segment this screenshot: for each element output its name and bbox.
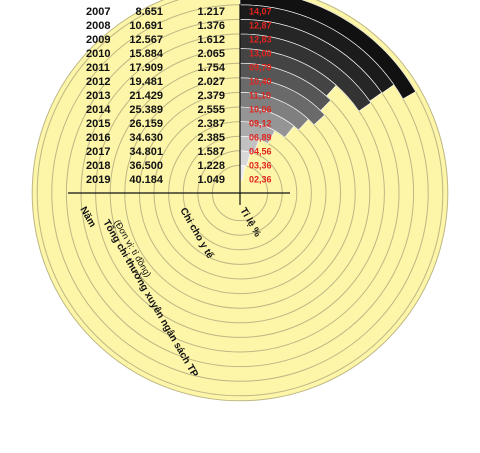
cell-total: 19.481 bbox=[129, 76, 163, 88]
cell-total: 17.909 bbox=[129, 62, 163, 74]
radial-bars bbox=[239, 0, 417, 181]
cell-year: 2007 bbox=[86, 6, 110, 18]
cell-year: 2019 bbox=[86, 174, 110, 186]
cell-health: 2.379 bbox=[197, 90, 225, 102]
cell-total: 25.389 bbox=[129, 104, 163, 116]
table-row: 2018 36.500 1.228 03,36 bbox=[86, 160, 272, 172]
table-row: 2014 25.389 2.555 10,06 bbox=[86, 104, 272, 116]
cell-health: 1.754 bbox=[197, 62, 225, 74]
table-row: 2010 15.884 2.065 13,00 bbox=[86, 48, 272, 60]
cell-pct: 13,00 bbox=[249, 49, 272, 59]
cell-total: 40.184 bbox=[129, 174, 164, 186]
cell-pct: 10,40 bbox=[249, 77, 272, 87]
cell-health: 1.587 bbox=[197, 146, 225, 158]
cell-year: 2018 bbox=[86, 160, 110, 172]
cell-year: 2009 bbox=[86, 34, 110, 46]
cell-year: 2008 bbox=[86, 20, 110, 32]
cell-total: 34.801 bbox=[129, 146, 163, 158]
cell-health: 2.027 bbox=[197, 76, 225, 88]
table-row: 2008 10.691 1.376 12,87 bbox=[86, 20, 272, 32]
table-row: 2012 19.481 2.027 10,40 bbox=[86, 76, 272, 88]
cell-pct: 09,12 bbox=[249, 119, 272, 129]
table-row: 2007 8.651 1.217 14,07 bbox=[86, 6, 272, 18]
table-row: 2009 12.567 1.612 12,83 bbox=[86, 34, 272, 46]
cell-total: 34.630 bbox=[129, 132, 163, 144]
axis-lines bbox=[68, 4, 290, 205]
cell-health: 2.555 bbox=[197, 104, 225, 116]
cell-pct: 12,87 bbox=[249, 21, 272, 31]
cell-health: 1.612 bbox=[197, 34, 225, 46]
cell-health: 1.049 bbox=[197, 174, 225, 186]
cell-year: 2011 bbox=[86, 62, 110, 74]
ring-2007 bbox=[36, 0, 444, 397]
cell-health: 1.376 bbox=[197, 20, 225, 32]
cell-pct: 11,10 bbox=[249, 91, 271, 101]
cell-year: 2017 bbox=[86, 146, 110, 158]
cell-pct: 14,07 bbox=[249, 7, 272, 17]
cell-pct: 02,36 bbox=[249, 175, 272, 185]
table-row: 2019 40.184 1.049 02,36 bbox=[86, 174, 272, 186]
cell-health: 1.217 bbox=[197, 6, 225, 18]
cell-total: 8.651 bbox=[135, 6, 163, 18]
cell-pct: 10,06 bbox=[249, 105, 272, 115]
cell-pct: 09,79 bbox=[249, 63, 272, 73]
cell-year: 2016 bbox=[86, 132, 110, 144]
table-row: 2011 17.909 1.754 09,79 bbox=[86, 62, 272, 74]
cell-pct: 12,83 bbox=[249, 35, 272, 45]
cell-pct: 03,36 bbox=[249, 161, 272, 171]
cell-year: 2015 bbox=[86, 118, 110, 130]
table-row: 2016 34.630 2.385 06,89 bbox=[86, 132, 272, 144]
cell-total: 15.884 bbox=[129, 48, 164, 60]
cell-total: 10.691 bbox=[129, 20, 163, 32]
cell-pct: 04,56 bbox=[249, 147, 272, 157]
cell-total: 26.159 bbox=[129, 118, 163, 130]
cell-pct: 06,89 bbox=[249, 133, 272, 143]
cell-year: 2014 bbox=[86, 104, 111, 116]
cell-total: 21.429 bbox=[129, 90, 163, 102]
cell-health: 1.228 bbox=[197, 160, 225, 172]
cell-health: 2.385 bbox=[197, 132, 225, 144]
cell-total: 36.500 bbox=[129, 160, 163, 172]
cell-health: 2.387 bbox=[197, 118, 225, 130]
cell-total: 12.567 bbox=[129, 34, 163, 46]
table-row: 2017 34.801 1.587 04,56 bbox=[86, 146, 272, 158]
cell-year: 2013 bbox=[86, 90, 110, 102]
cell-year: 2010 bbox=[86, 48, 110, 60]
cell-health: 2.065 bbox=[197, 48, 225, 60]
table-row: 2013 21.429 2.379 11,10 bbox=[86, 90, 271, 102]
table-row: 2015 26.159 2.387 09,12 bbox=[86, 118, 272, 130]
cell-year: 2012 bbox=[86, 76, 110, 88]
